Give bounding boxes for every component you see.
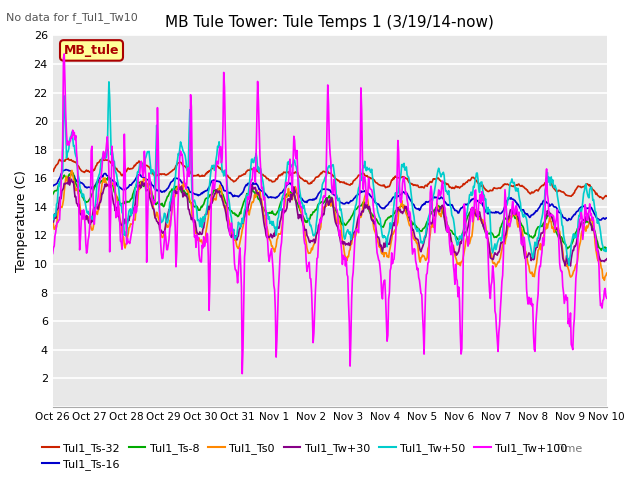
Y-axis label: Temperature (C): Temperature (C): [15, 170, 28, 272]
Text: MB_tule: MB_tule: [64, 44, 119, 57]
Title: MB Tule Tower: Tule Temps 1 (3/19/14-now): MB Tule Tower: Tule Temps 1 (3/19/14-now…: [165, 15, 494, 30]
Text: Time: Time: [555, 444, 582, 454]
Text: No data for f_Tul1_Tw10: No data for f_Tul1_Tw10: [6, 12, 138, 23]
Legend: Tul1_Ts-32, Tul1_Ts-16, Tul1_Ts-8, Tul1_Ts0, Tul1_Tw+30, Tul1_Tw+50, Tul1_Tw+100: Tul1_Ts-32, Tul1_Ts-16, Tul1_Ts-8, Tul1_…: [38, 438, 572, 474]
